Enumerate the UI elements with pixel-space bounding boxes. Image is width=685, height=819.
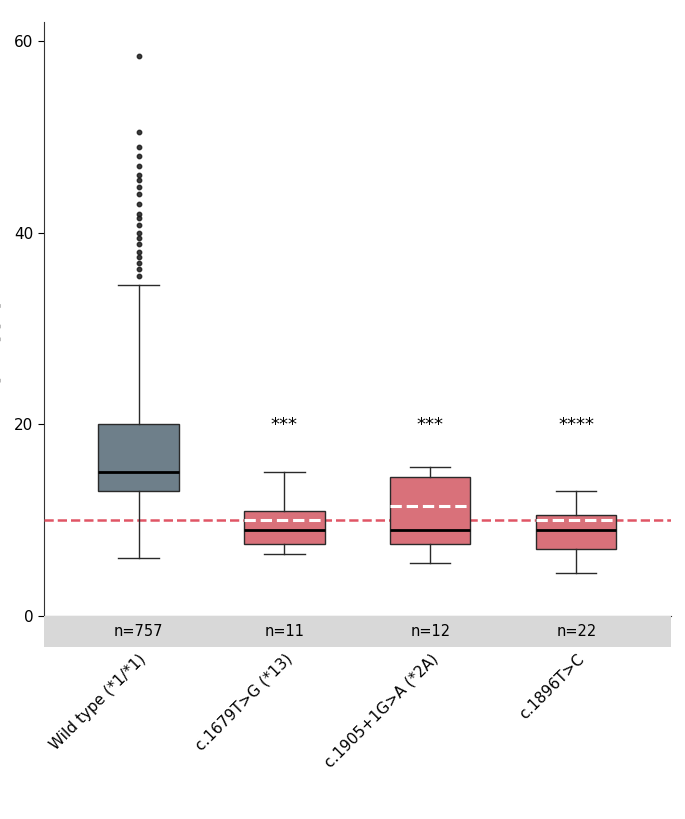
Y-axis label: [UH₂]/[U] ratio: [UH₂]/[U] ratio xyxy=(0,255,3,383)
PathPatch shape xyxy=(245,510,325,544)
Text: n=12: n=12 xyxy=(410,624,451,639)
PathPatch shape xyxy=(536,515,616,549)
Text: ***: *** xyxy=(417,416,444,434)
Text: ****: **** xyxy=(558,416,595,434)
Text: c.1896T>C: c.1896T>C xyxy=(516,651,587,722)
PathPatch shape xyxy=(99,424,179,491)
Text: Wild type (*1/*1): Wild type (*1/*1) xyxy=(48,651,149,753)
PathPatch shape xyxy=(390,477,471,544)
Text: ***: *** xyxy=(271,416,298,434)
Text: n=11: n=11 xyxy=(264,624,304,639)
Text: n=757: n=757 xyxy=(114,624,163,639)
Text: n=22: n=22 xyxy=(556,624,597,639)
Text: c.1905+1G>A (*2A): c.1905+1G>A (*2A) xyxy=(322,651,441,771)
Text: c.1679T>G (*13): c.1679T>G (*13) xyxy=(192,651,295,753)
